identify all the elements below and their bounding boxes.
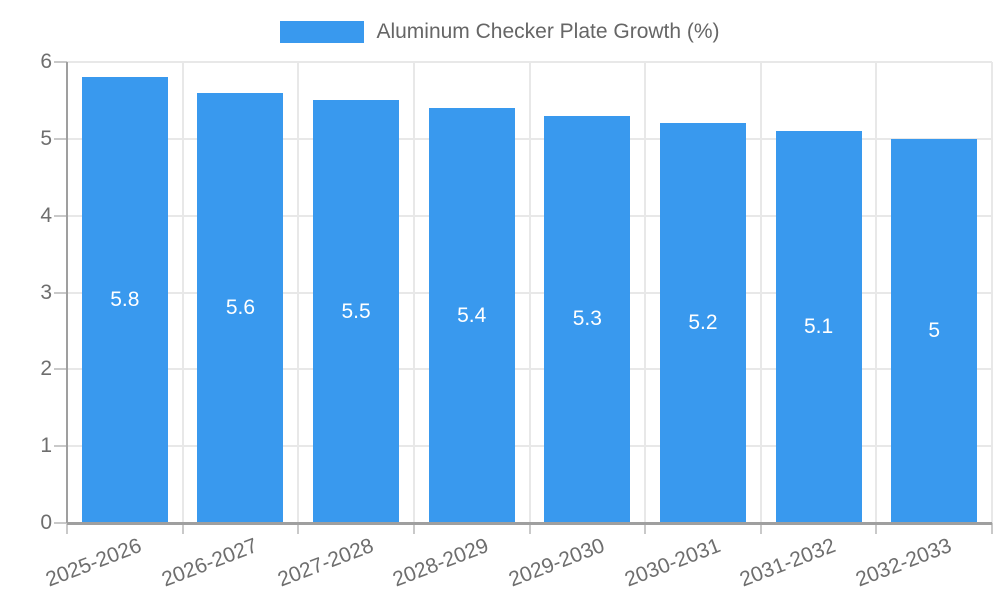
x-tick-label: 2029-2030 [505,534,608,592]
legend-swatch [280,21,365,43]
x-tick [759,523,762,534]
x-tick [991,523,993,534]
bar-value-label: 5.2 [688,311,718,335]
x-tick-label: 2025-2026 [43,534,146,592]
x-tick-label: 2026-2027 [158,534,261,592]
y-tick-label: 6 [40,50,52,73]
bar[interactable]: 5 [891,138,978,523]
x-tick [528,523,531,534]
bar-value-label: 5.1 [803,315,834,339]
bar[interactable]: 5.5 [313,100,400,523]
y-tick [54,522,67,524]
x-tick [412,523,415,534]
x-gridline [297,62,300,523]
x-tick-label: 2031-2032 [736,534,839,592]
x-tick [66,523,68,534]
x-tick-label: 2032-2033 [852,534,955,592]
bar-value-label: 5.8 [110,288,140,312]
x-tick [297,523,300,534]
x-tick [875,523,878,534]
bar[interactable]: 5.6 [197,92,284,523]
x-gridline [644,62,647,523]
y-tick [54,445,67,448]
y-tick-label: 2 [40,357,52,381]
x-tick-label: 2030-2031 [621,534,724,592]
bar[interactable]: 5.1 [775,131,862,523]
x-gridline [412,62,415,523]
y-axis-line [66,62,68,523]
y-tick [54,214,67,217]
bar[interactable]: 5.4 [428,108,515,523]
y-tick [54,137,67,140]
x-tick-label: 2028-2029 [389,534,492,592]
legend: Aluminum Checker Plate Growth (%) [0,21,1000,43]
bar-value-label: 5.4 [457,303,487,327]
x-tick-label: 2027-2028 [274,534,377,592]
legend-item[interactable]: Aluminum Checker Plate Growth (%) [280,20,720,43]
bar-value-label: 5.5 [341,299,371,323]
y-tick-label: 5 [40,126,52,150]
x-tick [644,523,647,534]
x-gridline [991,62,993,523]
x-gridline [528,62,531,523]
y-tick [54,61,67,63]
y-tick [54,291,67,294]
x-gridline [759,62,762,523]
y-tick [54,368,67,371]
x-gridline [875,62,878,523]
x-gridline [181,62,184,523]
bar[interactable]: 5.8 [81,77,168,523]
bar-value-label: 5.6 [225,295,256,319]
bar[interactable]: 5.3 [544,115,631,523]
y-tick-label: 4 [40,203,52,227]
y-tick-label: 3 [40,280,52,304]
bar-value-label: 5 [928,318,941,342]
bar-value-label: 5.3 [572,307,602,331]
x-tick [181,523,184,534]
legend-label: Aluminum Checker Plate Growth (%) [376,20,720,43]
y-tick-label: 1 [40,434,52,458]
bar[interactable]: 5.2 [659,123,746,523]
x-axis-line [67,522,992,525]
y-tick-label: 0 [40,511,52,534]
